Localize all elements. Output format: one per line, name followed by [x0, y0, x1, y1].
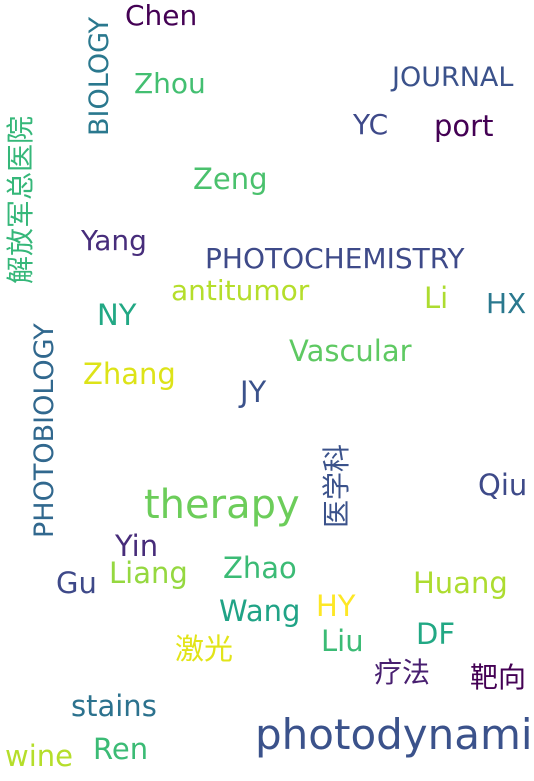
word-photodynamic: photodynamic — [255, 710, 534, 759]
word-gu: Gu — [56, 566, 97, 600]
word-hx: HX — [486, 287, 527, 320]
word-liu: Liu — [321, 624, 364, 658]
word-wang: Wang — [219, 594, 301, 628]
word-ny: NY — [97, 298, 137, 332]
word-zhao: Zhao — [223, 551, 297, 585]
word-zhang: Zhang — [83, 357, 176, 391]
word-antitumor: antitumor — [171, 274, 310, 307]
word-vascular: Vascular — [289, 334, 412, 368]
word-photobiology: PHOTOBIOLOGY — [29, 323, 60, 538]
word-medicine: 医学科 — [320, 443, 353, 528]
word-wine: wine — [5, 739, 73, 773]
word-yin: Yin — [115, 529, 159, 563]
word-port: port — [434, 109, 494, 143]
word-zhou: Zhou — [134, 67, 206, 100]
word-liang: Liang — [109, 556, 188, 590]
word-target: 靶向 — [470, 661, 527, 694]
word-df: DF — [416, 617, 456, 651]
word-huang: Huang — [413, 566, 508, 600]
word-therapy-cn: 疗法 — [374, 656, 431, 689]
word-biology: BIOLOGY — [84, 16, 115, 136]
word-chen: Chen — [125, 0, 198, 32]
word-hy: HY — [316, 589, 356, 623]
word-qiu: Qiu — [478, 468, 528, 502]
word-ren: Ren — [93, 732, 149, 766]
word-zeng: Zeng — [193, 162, 268, 196]
word-laser: 激光 — [175, 632, 234, 666]
word-stains: stains — [71, 689, 157, 723]
word-photochemistry: PHOTOCHEMISTRY — [205, 242, 465, 275]
word-journal: JOURNAL — [392, 62, 514, 93]
word-yang: Yang — [81, 224, 147, 257]
word-jy: JY — [240, 375, 267, 409]
word-yc: YC — [353, 108, 389, 141]
word-li: Li — [424, 281, 449, 315]
word-hospital: 解放军总医院 — [4, 115, 37, 284]
word-therapy: therapy — [144, 482, 300, 528]
